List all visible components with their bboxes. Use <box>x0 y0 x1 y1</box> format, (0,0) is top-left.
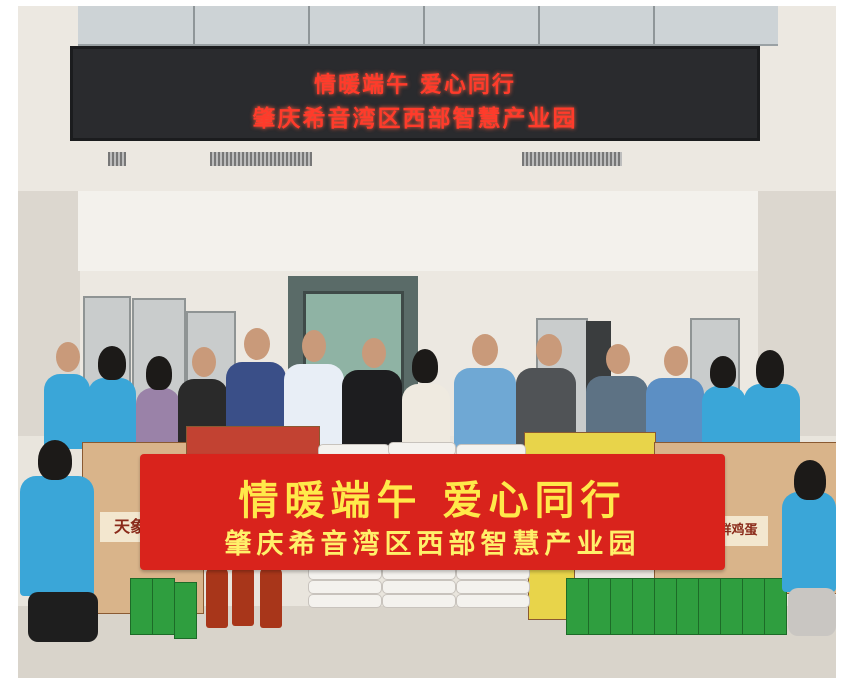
vent-left <box>210 152 312 166</box>
person-head <box>412 349 438 383</box>
vent-small <box>108 152 126 166</box>
green-gift-bag <box>698 578 721 635</box>
group-photo: 情暖端午 爱心同行 肇庆希音湾区西部智慧产业园 <box>18 6 836 678</box>
person <box>702 386 746 448</box>
person-head <box>192 347 216 377</box>
person-head <box>664 346 688 376</box>
green-gift-bag <box>152 578 175 635</box>
volunteer-right-legs <box>788 588 836 636</box>
person <box>44 374 90 449</box>
oil-bottle <box>232 564 254 626</box>
person <box>88 378 136 448</box>
green-gift-bag <box>588 578 611 635</box>
person <box>402 384 450 448</box>
person-head <box>606 344 630 374</box>
green-gift-bag <box>742 578 765 635</box>
person-head <box>756 350 784 388</box>
volunteer-right-head <box>794 460 826 500</box>
person-head <box>710 356 736 388</box>
person <box>744 384 800 450</box>
person <box>454 368 516 450</box>
volunteer-left-head <box>38 440 72 480</box>
led-sign: 情暖端午 爱心同行 肇庆希音湾区西部智慧产业园 <box>70 46 760 141</box>
person-head <box>362 338 386 368</box>
vent-right <box>522 152 622 166</box>
banner-slogan: 情暖端午 爱心同行 <box>238 478 627 524</box>
green-gift-bag <box>676 578 699 635</box>
green-gift-bag <box>566 578 589 635</box>
rice-bag <box>456 580 530 594</box>
person-head <box>98 346 126 380</box>
rice-bag <box>308 594 382 608</box>
ceiling <box>78 191 758 271</box>
oil-bottle <box>260 566 282 628</box>
green-gift-bag <box>654 578 677 635</box>
upper-glass-railing <box>78 6 778 46</box>
rice-bag <box>382 580 456 594</box>
green-gift-bag <box>610 578 633 635</box>
banner-organizer: 肇庆希音湾区西部智慧产业园 <box>224 529 641 560</box>
green-gift-bag <box>130 578 153 635</box>
person <box>136 388 180 448</box>
person <box>342 370 402 450</box>
person-head <box>56 342 80 372</box>
led-sign-line-1: 情暖端午 爱心同行 <box>314 73 516 98</box>
led-sign-line-2: 肇庆希音湾区西部智慧产业园 <box>252 106 578 132</box>
person-head <box>472 334 498 366</box>
volunteer-left <box>20 476 94 596</box>
green-gift-bag <box>720 578 743 635</box>
volunteer-left-legs <box>28 592 98 642</box>
person-head <box>244 328 270 360</box>
person-head <box>146 356 172 390</box>
event-banner: 情暖端午 爱心同行 肇庆希音湾区西部智慧产业园 <box>140 454 725 570</box>
green-gift-bag <box>764 578 787 635</box>
rice-bag <box>456 594 530 608</box>
green-gift-bag <box>174 582 197 639</box>
person-head <box>536 334 562 366</box>
person-head <box>302 330 326 362</box>
volunteer-right <box>782 492 836 592</box>
rice-bag <box>308 580 382 594</box>
rice-bag <box>382 594 456 608</box>
green-gift-bag <box>632 578 655 635</box>
oil-bottle <box>206 566 228 628</box>
